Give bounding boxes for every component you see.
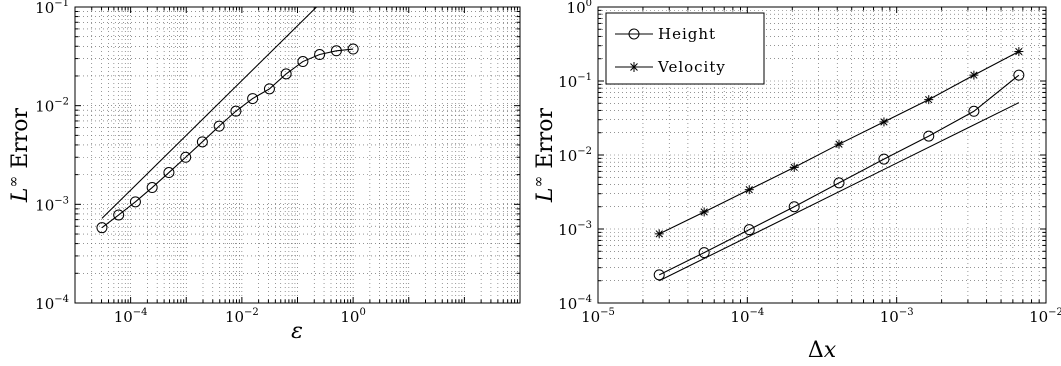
data-point	[330, 45, 342, 57]
data-point	[163, 167, 175, 179]
data-point	[924, 95, 934, 105]
data-point	[654, 229, 664, 239]
data-point	[146, 182, 158, 194]
data-series	[653, 47, 1025, 282]
data-point	[744, 185, 754, 195]
data-series	[96, 6, 359, 234]
data-point	[180, 151, 192, 163]
data-point	[969, 70, 979, 80]
data-point	[297, 56, 309, 68]
x-tick-label: 10−5	[581, 307, 615, 326]
data-point	[129, 196, 141, 208]
legend-box	[605, 12, 765, 85]
grid-lines	[75, 7, 520, 303]
data-point	[213, 120, 225, 132]
data-point	[968, 105, 980, 117]
legend-entry-velocity: Velocity	[615, 58, 726, 76]
axis-ticks: 10−4 10−2 100 10−4 10−3 10−2 10−1	[35, 0, 520, 326]
x-axis-label: ε	[291, 319, 303, 344]
data-point	[96, 222, 108, 234]
data-point	[833, 177, 845, 189]
legend: Height Velocity	[605, 12, 765, 85]
series-line	[101, 6, 317, 219]
reference-line	[658, 102, 1020, 282]
data-point	[698, 247, 710, 259]
data-point	[263, 83, 275, 95]
data-point	[113, 209, 125, 221]
series-0	[96, 43, 359, 234]
data-point	[280, 68, 292, 80]
reference-line	[101, 6, 317, 219]
legend-entry-height: Height	[615, 25, 716, 43]
data-point	[314, 49, 326, 61]
y-tick-label: 10−2	[35, 97, 69, 116]
y-tick-label: 10−3	[35, 195, 69, 214]
data-point	[699, 207, 709, 217]
x-tick-label: 100	[340, 307, 365, 326]
y-tick-label: 10−1	[558, 72, 592, 91]
data-point	[347, 43, 359, 55]
data-point	[743, 224, 755, 236]
x-tick-label: 10−4	[114, 307, 148, 326]
legend-marker-circle	[628, 28, 640, 40]
data-point	[923, 130, 935, 142]
x-tick-label: 10−3	[880, 307, 914, 326]
y-axis-label: L∞ Error	[6, 107, 33, 203]
x-tick-label: 10−4	[730, 307, 764, 326]
y-tick-label: 10−3	[558, 220, 592, 239]
grid-lines	[598, 7, 1046, 303]
chart-epsilon-error: 10−4 10−2 100 10−4 10−3 10−2 10−1 ε L∞ Error	[6, 0, 521, 344]
data-point	[834, 139, 844, 149]
data-point	[1013, 69, 1025, 81]
data-point	[230, 105, 242, 117]
series-line	[101, 48, 354, 229]
x-axis-label: Δx	[808, 338, 837, 363]
data-point	[1014, 47, 1024, 57]
y-tick-label: 10−1	[35, 0, 69, 17]
y-tick-label: 100	[567, 0, 592, 17]
legend-marker-star	[629, 62, 639, 72]
y-tick-label: 10−2	[558, 146, 592, 165]
y-tick-label: 10−4	[558, 294, 592, 313]
data-point	[196, 136, 208, 148]
y-axis-label: L∞ Error	[531, 107, 558, 203]
series-line	[658, 74, 1020, 276]
legend-label-velocity: Velocity	[657, 58, 726, 76]
data-point	[879, 117, 889, 127]
series-velocity	[654, 47, 1024, 239]
series-height	[653, 69, 1025, 281]
data-point	[653, 269, 665, 281]
data-point	[247, 93, 259, 105]
data-point	[878, 153, 890, 165]
series-line	[658, 102, 1020, 282]
data-point	[788, 201, 800, 213]
data-point	[789, 162, 799, 172]
x-tick-label: 10−2	[1029, 307, 1061, 326]
y-tick-label: 10−4	[35, 294, 69, 313]
x-tick-label: 10−2	[225, 307, 259, 326]
legend-label-height: Height	[658, 25, 716, 43]
